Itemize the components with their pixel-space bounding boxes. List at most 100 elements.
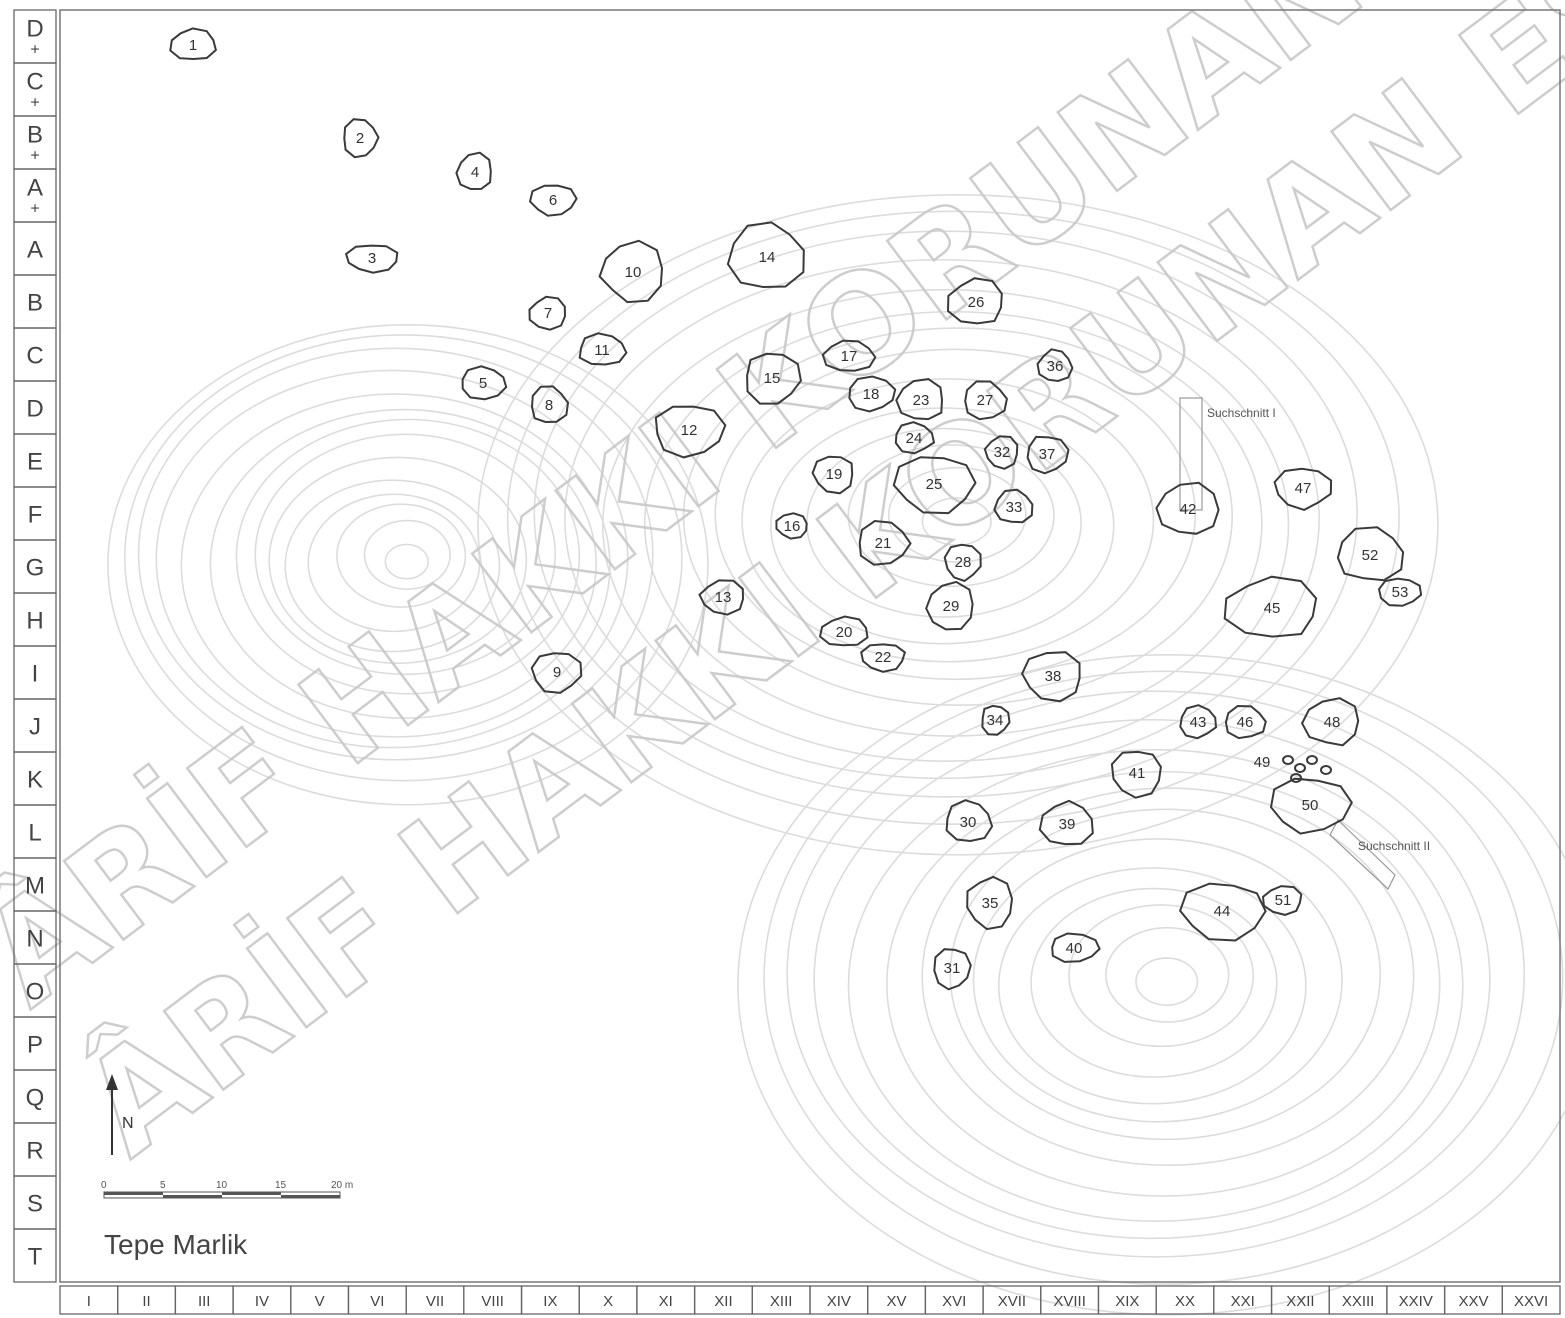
contour-line [533,230,1358,798]
scale-tick-10: 10 [216,1180,228,1191]
tomb-label: 24 [906,430,923,447]
north-label: N [122,1115,134,1132]
column-label: XIX [1115,1293,1139,1310]
tomb-outline [1179,704,1218,740]
column-label: XXVI [1514,1293,1548,1310]
contour-line [180,393,611,738]
tomb-label: 46 [1237,714,1254,731]
column-label: V [315,1293,325,1310]
contour-line [741,378,1155,663]
row-label: L [28,820,41,847]
row-label: R [26,1138,43,1165]
trench-label-1: Suchschnitt I [1207,406,1276,420]
tomb-outline [1051,932,1101,963]
tomb-label: 50 [1302,797,1319,814]
tomb-label: 47 [1295,480,1312,497]
trench-label-2: Suchschnitt II [1358,839,1430,853]
contour-line [235,418,581,695]
column-label: XXV [1458,1293,1488,1310]
row-label: O [26,979,45,1006]
tomb-outline [455,151,492,191]
stone-mark [1294,763,1306,773]
tomb-label: 43 [1190,714,1207,731]
column-label: IX [543,1293,557,1310]
tomb-label: 19 [826,466,843,483]
column-label: XI [659,1293,673,1310]
contour-line [107,323,709,806]
scale-segment-2 [163,1195,222,1198]
row-label: S [27,1191,43,1218]
tomb-label: 33 [1006,499,1023,516]
trenches: Suchschnitt I Suchschnitt II [1179,397,1430,890]
tomb-outline [726,221,805,289]
tomb-outline [821,339,877,372]
column-label: X [603,1293,613,1310]
tomb-outline [1026,435,1070,475]
column-label: XVII [998,1293,1026,1310]
tomb-outline [528,295,567,331]
column-label: XV [887,1293,907,1310]
tomb-label: 45 [1264,600,1281,617]
tomb-outline [344,244,399,274]
tomb-label: 34 [987,712,1004,729]
stone-mark [1306,755,1318,765]
tomb-outline [858,519,912,566]
column-label: XIII [770,1293,793,1310]
column-label: VI [370,1293,384,1310]
tomb-outline [775,512,808,540]
contour-line [307,493,481,633]
scale-segment-1 [104,1192,163,1195]
tomb-outline [654,405,727,459]
row-label: D + [26,16,43,59]
contour-line [209,408,597,719]
tomb-outline [169,27,218,61]
tomb-label: 31 [944,960,961,977]
row-label: A [27,237,43,264]
tomb-outline [578,332,628,366]
map-frame [59,9,1561,1283]
tomb-label: 38 [1045,668,1062,685]
column-label: III [198,1293,211,1310]
column-label: IV [255,1293,269,1310]
tomb-outline [894,421,936,455]
contour-line [714,348,1197,681]
tomb-outline [1036,348,1074,383]
contour-line [123,334,683,782]
column-label: VII [426,1293,444,1310]
contour-line [564,258,1320,780]
tomb-outline [811,455,854,495]
tomb-label: 48 [1324,714,1341,731]
tomb-label: 27 [977,392,994,409]
tomb-outline [1155,481,1220,535]
tomb-outline [860,643,907,673]
tomb-label: 7 [544,305,552,322]
column-label: XXII [1286,1293,1314,1310]
contour-line [997,867,1307,1105]
row-label: T [28,1244,43,1271]
contour-line [1068,904,1255,1048]
tomb-label: 17 [841,348,858,365]
tomb-label: 25 [926,476,943,493]
tomb-label: 14 [759,249,776,266]
tomb-outline [933,948,972,991]
row-label: D [26,396,43,423]
tomb-outline [1038,799,1094,846]
tomb-label: 36 [1047,358,1064,375]
column-label: XIV [827,1293,851,1310]
tomb-label: 29 [943,598,960,615]
tomb-outline [598,239,664,304]
tomb-outline [530,385,570,424]
column-label: XVIII [1053,1293,1086,1310]
row-cell [13,1228,57,1283]
scale-tick-20: 20 m [331,1180,353,1191]
tomb-label: 42 [1180,501,1197,518]
row-label: N [26,926,43,953]
tomb-label: 28 [955,554,972,571]
north-arrow: N [106,1074,134,1155]
tomb-label: 35 [982,895,999,912]
contour-line [254,433,557,676]
tomb-label: 4 [471,164,479,181]
map-title: Tepe Marlik [104,1229,248,1260]
tomb-outline [1269,777,1353,835]
